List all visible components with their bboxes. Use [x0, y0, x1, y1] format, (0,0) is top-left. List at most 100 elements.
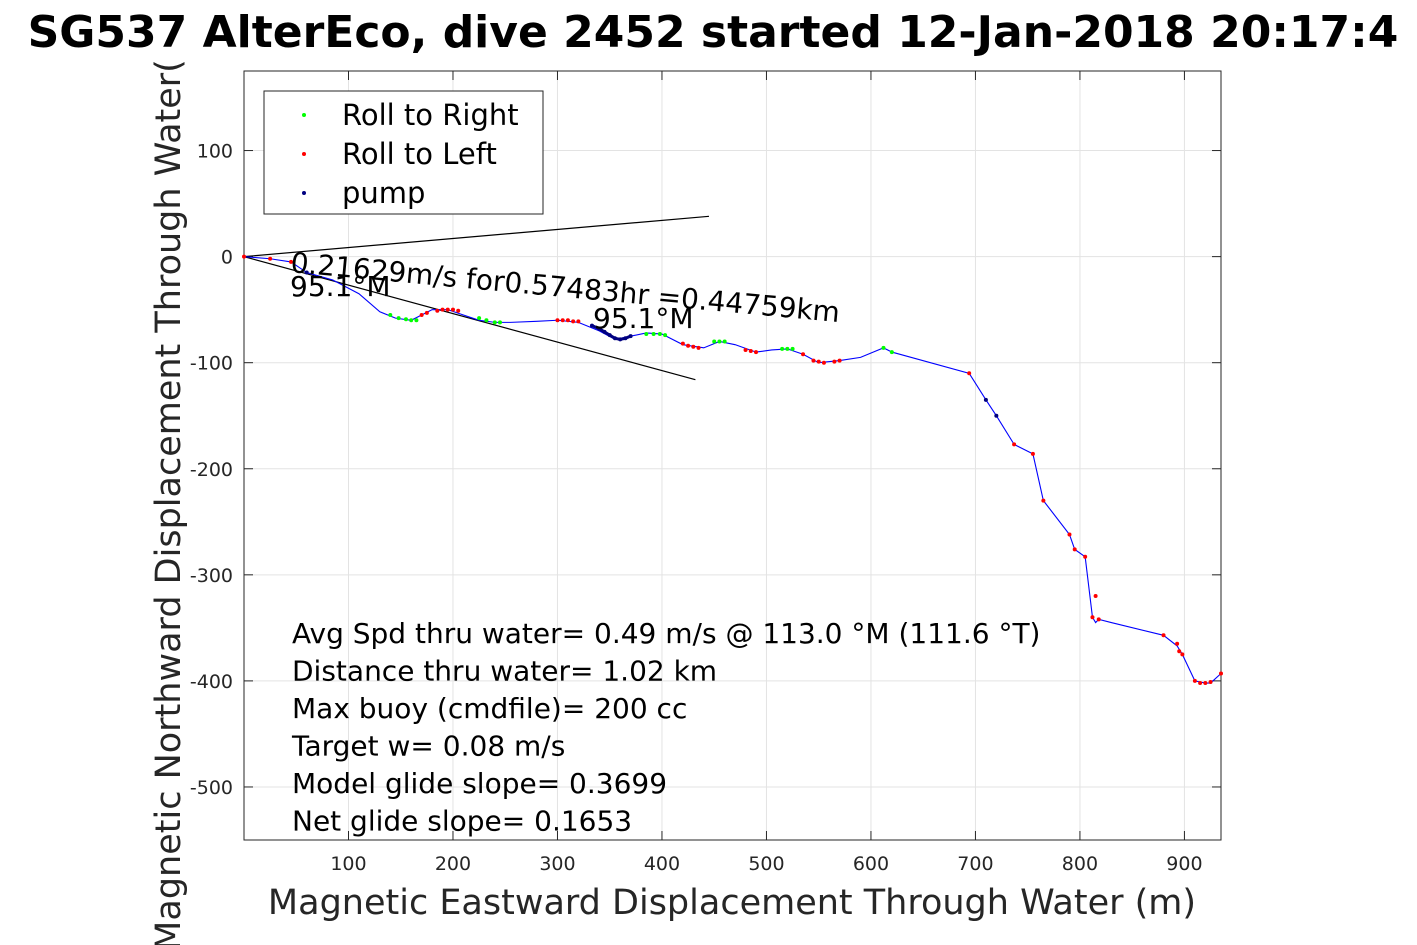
- stats-line: Net glide slope= 0.1653: [292, 805, 632, 838]
- roll-left-point: [1203, 681, 1208, 686]
- legend-entry: Roll to Left: [342, 137, 497, 171]
- x-tick-label: 900: [1166, 853, 1202, 875]
- roll-left-point: [419, 312, 424, 317]
- roll-left-point: [242, 254, 246, 259]
- current-vector-line: [243, 215, 710, 258]
- x-tick-label: 800: [1062, 853, 1098, 875]
- roll-left-point: [565, 318, 570, 323]
- roll-left-point: [748, 349, 753, 354]
- roll-left-point: [571, 319, 576, 324]
- roll-left-point: [1161, 633, 1166, 638]
- roll-right-point: [722, 339, 727, 344]
- pump-point: [304, 270, 309, 275]
- y-tick-label: -500: [190, 777, 233, 799]
- roll-left-point: [1198, 681, 1203, 686]
- annotations: 0.21629m/s for0.57483hr =0.44759km95.1°M…: [289, 246, 1040, 837]
- roll-right-point: [644, 332, 649, 337]
- legend-marker: [302, 152, 306, 156]
- y-tick-label: -400: [190, 671, 233, 693]
- x-axis-label: Magnetic Eastward Displacement Through W…: [268, 883, 1196, 923]
- roll-right-point: [881, 345, 886, 350]
- roll-right-point: [717, 339, 722, 344]
- roll-right-point: [484, 318, 489, 323]
- roll-left-point: [450, 307, 455, 312]
- roll-left-point: [1180, 652, 1185, 657]
- roll-right-point: [498, 320, 503, 325]
- legend-entry: Roll to Right: [342, 98, 519, 132]
- roll-left-point: [1067, 532, 1072, 537]
- y-tick-label: 0: [221, 247, 233, 269]
- roll-left-point: [1093, 594, 1098, 599]
- roll-right-point: [477, 316, 482, 321]
- legend: Roll to Right Roll to Left pump: [263, 90, 544, 215]
- heading-label: 95.1°M: [290, 270, 391, 303]
- roll-left-point: [1177, 649, 1182, 654]
- roll-left-point: [1090, 615, 1095, 620]
- x-tick-label: 400: [644, 853, 680, 875]
- roll-left-point: [289, 259, 294, 264]
- roll-right-point: [889, 350, 894, 355]
- stats-line: Target w= 0.08 m/s: [291, 730, 565, 763]
- roll-left-point: [821, 360, 826, 365]
- roll-left-point: [1096, 617, 1101, 622]
- roll-left-point: [1030, 451, 1035, 456]
- stats-line: Model glide slope= 0.3699: [292, 767, 667, 800]
- chart-title: SG537 AlterEco, dive 2452 started 12-Jan…: [28, 7, 1399, 58]
- roll-right-point: [790, 346, 795, 351]
- roll-right-point: [663, 333, 668, 338]
- stats-line: Distance thru water= 1.02 km: [292, 655, 717, 688]
- pump-point: [983, 397, 988, 402]
- roll-right-point: [780, 346, 785, 351]
- x-tick-label: 700: [957, 853, 993, 875]
- roll-right-point: [657, 332, 662, 337]
- roll-left-point: [1219, 671, 1223, 676]
- roll-left-point: [967, 371, 972, 376]
- ticks: 100 200 300 400 500 600 700 800 9001000-100-200-…: [190, 71, 1221, 875]
- roll-left-point: [424, 310, 429, 315]
- legend-entry: pump: [342, 176, 425, 210]
- roll-left-point: [691, 344, 696, 349]
- roll-left-point: [268, 256, 273, 261]
- reference-lines: [243, 215, 710, 381]
- x-tick-label: 500: [748, 853, 784, 875]
- heading-label: 95.1°M: [593, 302, 694, 335]
- stats-line: Avg Spd thru water= 0.49 m/s @ 113.0 °M …: [292, 617, 1040, 650]
- heading-line: [243, 256, 696, 381]
- roll-left-point: [1192, 678, 1197, 683]
- roll-left-point: [560, 318, 565, 323]
- roll-left-point: [801, 352, 806, 357]
- roll-left-point: [1041, 498, 1046, 503]
- pump-point: [994, 413, 999, 418]
- roll-left-point: [435, 308, 440, 313]
- axes-box: [243, 70, 1222, 841]
- series: [242, 254, 1223, 686]
- roll-left-point: [456, 308, 461, 313]
- y-axis-label: Magnetic Northward Displacement Through …: [149, 59, 189, 945]
- legend-marker: [302, 113, 306, 117]
- y-tick-label: -100: [190, 353, 233, 375]
- legend-marker: [302, 191, 306, 195]
- stats-line: Max buoy (cmdfile)= 200 cc: [292, 692, 687, 725]
- roll-right-point: [414, 318, 419, 323]
- roll-right-point: [409, 318, 414, 323]
- roll-left-point: [555, 318, 560, 323]
- roll-left-point: [837, 358, 842, 363]
- x-tick-label: 600: [853, 853, 889, 875]
- roll-right-point: [403, 317, 408, 322]
- grid: [244, 71, 1221, 840]
- roll-left-point: [696, 345, 701, 350]
- roll-left-point: [1175, 641, 1180, 646]
- plot-frame: [243, 70, 1222, 841]
- pump-segment: [591, 324, 632, 341]
- roll-left-point: [445, 307, 450, 312]
- x-tick-label: 200: [435, 853, 471, 875]
- legend-box: [263, 90, 544, 215]
- y-tick-label: 100: [197, 141, 233, 163]
- roll-right-point: [651, 332, 656, 337]
- roll-right-point: [396, 316, 401, 321]
- roll-left-point: [754, 350, 759, 355]
- roll-left-point: [440, 307, 445, 312]
- roll-left-point: [832, 359, 837, 364]
- x-tick-label: 300: [539, 853, 575, 875]
